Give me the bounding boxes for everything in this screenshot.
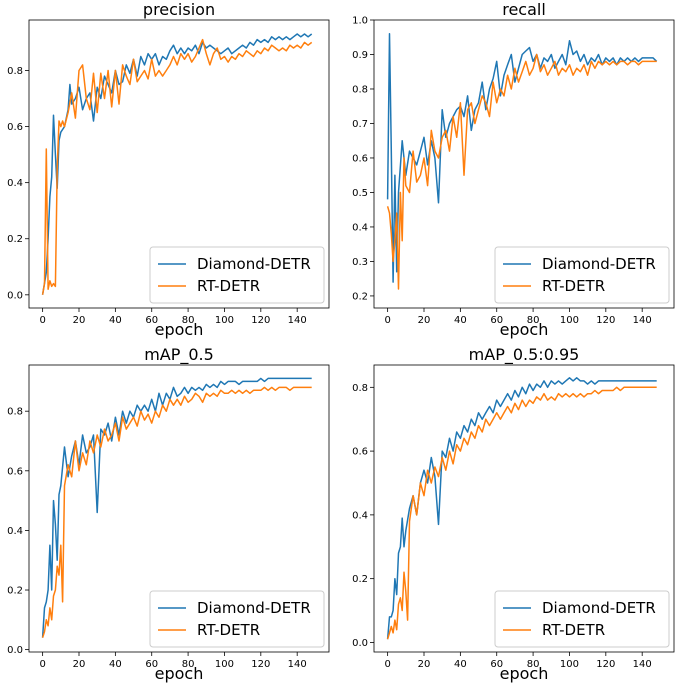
y-tick-label: 0.6: [352, 447, 368, 458]
x-tick-label: 60: [490, 315, 503, 326]
chart-3: mAP_0.5 0 20 40 60 80 100 120 140 0.0 0.2 0.4 0.6 0.8…: [7, 345, 330, 683]
y-tick-label: 0.6: [7, 466, 23, 477]
series-line-rt-detr: [386, 53, 657, 290]
legend-label: Diamond-DETR: [542, 255, 656, 273]
x-tick-label: 120: [596, 659, 615, 670]
x-tick-label: 140: [288, 659, 307, 670]
legend-label: Diamond-DETR: [197, 255, 311, 273]
legend: Diamond-DETR RT-DETR: [494, 246, 670, 304]
legend-label: RT-DETR: [197, 621, 260, 639]
x-tick-label: 120: [596, 315, 615, 326]
chart-2: recall 0 20 40 60 80 100 120 140 0.2 0.3 0.4 0.5 0.6 0…: [352, 0, 675, 339]
y-tick-label: 0.7: [352, 119, 368, 130]
legend-box: [494, 246, 670, 304]
x-tick-label: 0: [39, 315, 45, 326]
x-tick-label: 60: [490, 659, 503, 670]
x-axis-label: epoch: [155, 320, 204, 339]
y-tick-label: 0.3: [352, 257, 368, 268]
series-line-diamond-detr: [41, 377, 312, 638]
x-tick-label: 100: [215, 659, 234, 670]
y-tick-label: 0.6: [7, 122, 23, 133]
y-tick-label: 0.2: [7, 586, 23, 597]
chart-4: mAP_0.5:0.95 0 20 40 60 80 100 120 140 0.0 0.2 0.4 0…: [352, 345, 675, 683]
axes-frame: [373, 19, 675, 309]
y-tick-label: 0.8: [7, 407, 23, 418]
x-tick-label: 20: [418, 659, 431, 670]
legend: Diamond-DETR RT-DETR: [494, 590, 670, 648]
legend: Diamond-DETR RT-DETR: [149, 246, 325, 304]
y-tick-label: 0.0: [7, 645, 23, 656]
chart-title: precision: [143, 0, 215, 19]
y-tick-label: 0.4: [7, 178, 23, 189]
x-tick-label: 100: [215, 315, 234, 326]
legend-label: Diamond-DETR: [542, 599, 656, 617]
chart-title: mAP_0.5:0.95: [469, 345, 580, 365]
x-tick-label: 0: [384, 659, 390, 670]
x-tick-label: 120: [251, 315, 270, 326]
axes-frame: [373, 364, 675, 653]
series-line-diamond-detr: [41, 33, 313, 295]
y-tick-label: 0.2: [7, 234, 23, 245]
x-tick-label: 0: [39, 659, 45, 670]
series-line-rt-detr: [41, 38, 313, 295]
legend-label: Diamond-DETR: [197, 599, 311, 617]
legend-box: [149, 590, 325, 648]
x-tick-label: 20: [73, 315, 86, 326]
y-tick-label: 0.8: [352, 383, 368, 394]
legend-label: RT-DETR: [542, 621, 605, 639]
x-tick-label: 0: [384, 315, 390, 326]
legend-label: RT-DETR: [542, 277, 605, 295]
x-tick-label: 140: [633, 659, 652, 670]
y-tick-label: 0.2: [352, 574, 368, 585]
y-tick-label: 1.0: [352, 16, 368, 27]
y-tick-label: 0.4: [352, 510, 368, 521]
x-axis-label: epoch: [155, 664, 204, 683]
x-tick-label: 140: [288, 315, 307, 326]
series-line-rt-detr: [386, 386, 657, 640]
chart-title: mAP_0.5: [144, 345, 214, 365]
y-tick-label: 0.4: [352, 222, 368, 233]
legend-box: [494, 590, 670, 648]
y-tick-label: 0.9: [352, 50, 368, 61]
x-tick-label: 80: [182, 659, 195, 670]
x-tick-label: 20: [418, 315, 431, 326]
x-tick-label: 40: [454, 659, 467, 670]
y-tick-label: 0.8: [7, 66, 23, 77]
x-tick-label: 40: [109, 659, 122, 670]
y-tick-label: 0.2: [352, 291, 368, 302]
y-tick-label: 0.5: [352, 188, 368, 199]
legend-box: [149, 246, 325, 304]
chart-title: recall: [502, 0, 546, 19]
x-axis-label: epoch: [500, 320, 549, 339]
x-tick-label: 120: [251, 659, 270, 670]
x-tick-label: 80: [527, 659, 540, 670]
y-tick-label: 0.0: [7, 290, 23, 301]
x-tick-label: 60: [145, 315, 158, 326]
y-tick-label: 0.8: [352, 84, 368, 95]
x-tick-label: 20: [73, 659, 86, 670]
x-tick-label: 80: [527, 315, 540, 326]
x-tick-label: 140: [633, 315, 652, 326]
x-tick-label: 60: [145, 659, 158, 670]
legend-label: RT-DETR: [197, 277, 260, 295]
x-tick-label: 40: [109, 315, 122, 326]
x-tick-label: 100: [560, 315, 579, 326]
y-tick-label: 0.4: [7, 526, 23, 537]
x-tick-label: 40: [454, 315, 467, 326]
axes-frame: [28, 364, 330, 653]
x-axis-label: epoch: [500, 664, 549, 683]
y-tick-label: 0.6: [352, 153, 368, 164]
legend: Diamond-DETR RT-DETR: [149, 590, 325, 648]
x-tick-label: 100: [560, 659, 579, 670]
chart-1: precision 0 20 40 60 80 100 120 140 0.0 0.2 0.4 0.6 0…: [7, 0, 330, 339]
x-tick-label: 80: [182, 315, 195, 326]
series-line-rt-detr: [41, 386, 312, 638]
axes-frame: [28, 19, 330, 309]
y-tick-label: 0.0: [352, 638, 368, 649]
